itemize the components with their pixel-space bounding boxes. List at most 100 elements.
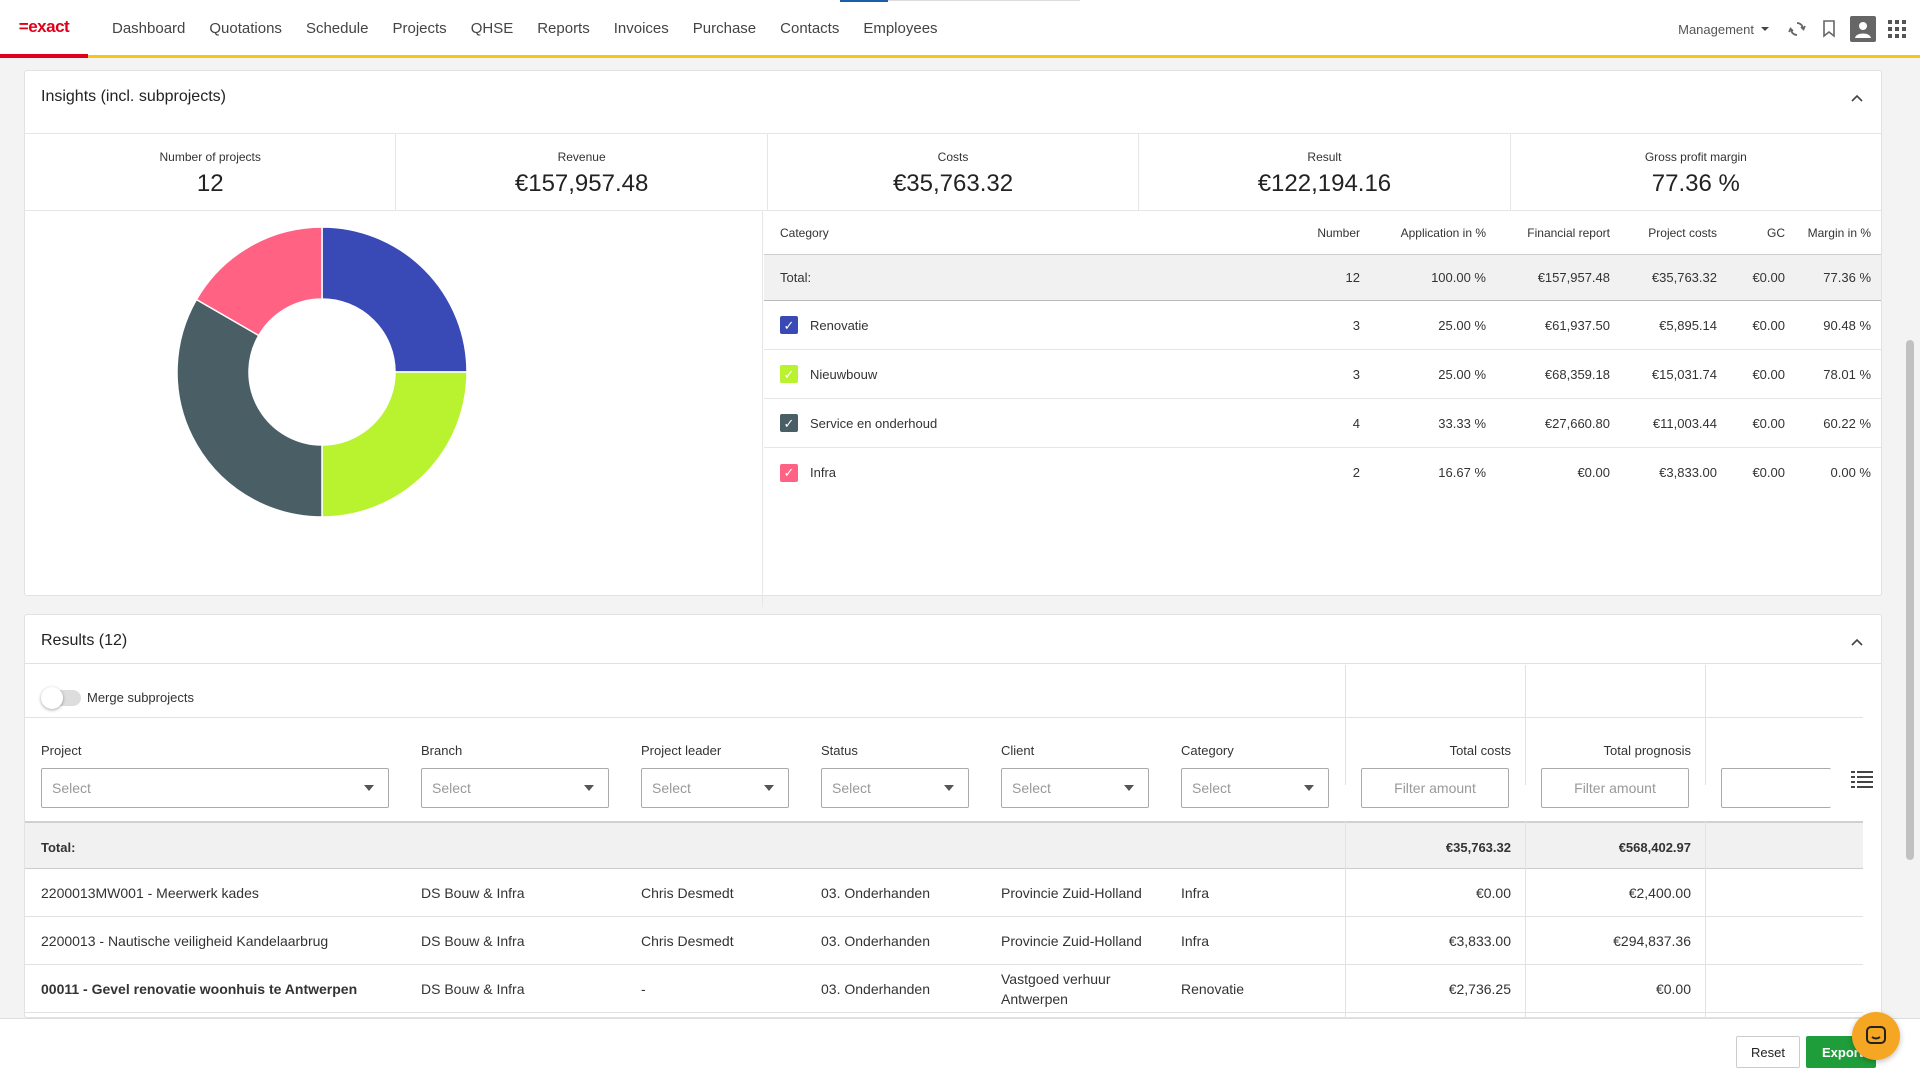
- category-checkbox[interactable]: ✓: [780, 463, 798, 482]
- column-selector-icon[interactable]: [1835, 720, 1881, 838]
- cell-total-costs: €3,833.00: [1448, 933, 1511, 949]
- category-filter-select[interactable]: Select: [1181, 768, 1329, 808]
- user-icon[interactable]: [1850, 16, 1876, 42]
- action-footer: Reset Export: [0, 1018, 1920, 1080]
- category-row-renovatie: ✓ Renovatie 3 25.00 % €61,937.50 €5,895.…: [764, 301, 1881, 350]
- bookmark-icon[interactable]: [1818, 18, 1840, 40]
- donut-slice-infra[interactable]: [195, 226, 323, 337]
- nav-reports[interactable]: Reports: [537, 20, 590, 37]
- category-checkbox[interactable]: ✓: [780, 414, 798, 432]
- category-cell: ✓ Nieuwbouw: [764, 365, 1254, 383]
- nav-employees[interactable]: Employees: [863, 20, 938, 37]
- header-total-costs: Total costs: [1449, 743, 1511, 758]
- category-cell: ✓ Renovatie: [764, 316, 1254, 334]
- cell-number: 3: [1352, 317, 1360, 333]
- cell-application: 25.00 %: [1438, 366, 1486, 382]
- table-row[interactable]: 2200013 - Nautische veiligheid Kandelaar…: [25, 917, 1863, 965]
- select-placeholder: Select: [832, 780, 871, 796]
- cell-category: Infra: [1181, 885, 1210, 901]
- nav-divider: [888, 0, 1080, 1]
- header-category: Category: [780, 225, 829, 240]
- page-scrollbar[interactable]: [1904, 60, 1916, 1080]
- donut-slice-renovatie[interactable]: [321, 226, 468, 373]
- chevron-up-icon[interactable]: [1849, 634, 1865, 650]
- table-row[interactable]: 00011 - Gevel renovatie woonhuis te Antw…: [25, 965, 1863, 1013]
- exact-logo[interactable]: =exact: [0, 0, 88, 58]
- kpi-number-of-projects: Number of projects 12: [25, 134, 397, 210]
- cell-branch: DS Bouw & Infra: [421, 885, 525, 901]
- nav-contacts[interactable]: Contacts: [780, 20, 840, 37]
- category-checkbox[interactable]: ✓: [780, 365, 798, 383]
- kpi-value: €157,957.48: [514, 170, 649, 197]
- cell-project-costs: €15,031.74: [1651, 366, 1717, 382]
- category-checkbox[interactable]: ✓: [780, 316, 798, 334]
- total-number: 12: [1345, 270, 1360, 285]
- select-placeholder: Select: [432, 780, 471, 796]
- total-project-costs: €35,763.32: [1651, 270, 1717, 285]
- nav-qhse[interactable]: QHSE: [470, 20, 514, 37]
- kpi-label: Revenue: [557, 150, 606, 164]
- header-financial-report: Financial report: [1527, 225, 1610, 240]
- status-filter-select[interactable]: Select: [821, 768, 969, 808]
- cell-margin: 60.22 %: [1823, 415, 1871, 431]
- cell-category: Infra: [1181, 933, 1210, 949]
- client-filter-select[interactable]: Select: [1001, 768, 1149, 808]
- column-divider: [1345, 821, 1346, 1017]
- donut-slice-nieuwbouw[interactable]: [321, 371, 468, 518]
- header-number: Number: [1317, 225, 1360, 240]
- total-costs-filter-input[interactable]: Filter amount: [1361, 768, 1509, 808]
- table-row[interactable]: 2200013MW001 - Meerwerk kades DS Bouw & …: [25, 869, 1863, 917]
- nav-dashboard[interactable]: Dashboard: [112, 20, 186, 37]
- nav-projects[interactable]: Projects: [392, 20, 447, 37]
- nav-purchase[interactable]: Purchase: [692, 20, 757, 37]
- nav-invoices[interactable]: Invoices: [613, 20, 669, 37]
- nav-right-tools: Management: [1678, 0, 1920, 58]
- company-selector[interactable]: Management: [1678, 22, 1770, 37]
- caret-down-icon: [764, 785, 774, 791]
- cell-total-prognosis: €0.00: [1655, 981, 1691, 997]
- page-scrollbar-thumb[interactable]: [1906, 340, 1914, 860]
- total-application: 100.00 %: [1431, 270, 1486, 285]
- cell-category: Renovatie: [1181, 981, 1245, 997]
- cell-gc: €0.00: [1752, 415, 1785, 431]
- cell-financial: €27,660.80: [1544, 415, 1610, 431]
- results-title: Results (12): [41, 632, 128, 649]
- chevron-up-icon[interactable]: [1849, 90, 1865, 106]
- apps-grid-icon[interactable]: [1886, 18, 1908, 40]
- kpi-costs: Costs €35,763.32: [768, 134, 1140, 210]
- select-placeholder: Select: [652, 780, 691, 796]
- nav-quotations[interactable]: Quotations: [209, 20, 282, 37]
- project-leader-filter-select[interactable]: Select: [641, 768, 789, 808]
- header-project: Project: [41, 743, 82, 758]
- cell-financial: €68,359.18: [1544, 366, 1610, 382]
- nav-active-indicator: [840, 0, 888, 2]
- cell-project: 00011 - Gevel renovatie woonhuis te Antw…: [41, 981, 358, 997]
- total-label: Total:: [780, 270, 812, 285]
- cell-total-prognosis: €294,837.36: [1613, 933, 1691, 949]
- total-financial: €157,957.48: [1537, 270, 1610, 285]
- cell-gc: €0.00: [1752, 366, 1785, 382]
- branch-filter-select[interactable]: Select: [421, 768, 609, 808]
- next-column-filter-input[interactable]: [1721, 768, 1831, 808]
- total-prognosis-filter-input[interactable]: Filter amount: [1541, 768, 1689, 808]
- chat-support-button[interactable]: [1852, 1012, 1900, 1060]
- reset-button[interactable]: Reset: [1736, 1036, 1800, 1068]
- cell-project: 2200013MW001 - Meerwerk kades: [41, 885, 259, 901]
- category-name: Nieuwbouw: [810, 366, 878, 382]
- nav-schedule[interactable]: Schedule: [305, 20, 369, 37]
- cell-margin: 90.48 %: [1823, 317, 1871, 333]
- sync-icon[interactable]: [1786, 18, 1808, 40]
- category-name: Service en onderhoud: [810, 415, 938, 431]
- cell-gc: €0.00: [1752, 317, 1785, 333]
- kpi-value: €35,763.32: [892, 170, 1014, 197]
- donut-chart-area: [25, 211, 763, 607]
- donut-slice-service-en-onderhoud[interactable]: [176, 298, 323, 518]
- column-divider: [1345, 665, 1346, 785]
- cell-financial: €61,937.50: [1544, 317, 1610, 333]
- caret-down-icon: [944, 785, 954, 791]
- merge-subprojects-toggle[interactable]: [41, 687, 81, 709]
- category-row-service: ✓ Service en onderhoud 4 33.33 % €27,660…: [764, 399, 1881, 448]
- toggle-knob: [41, 687, 63, 709]
- project-filter-select[interactable]: Select: [41, 768, 389, 808]
- cell-total-prognosis: €2,400.00: [1628, 885, 1691, 901]
